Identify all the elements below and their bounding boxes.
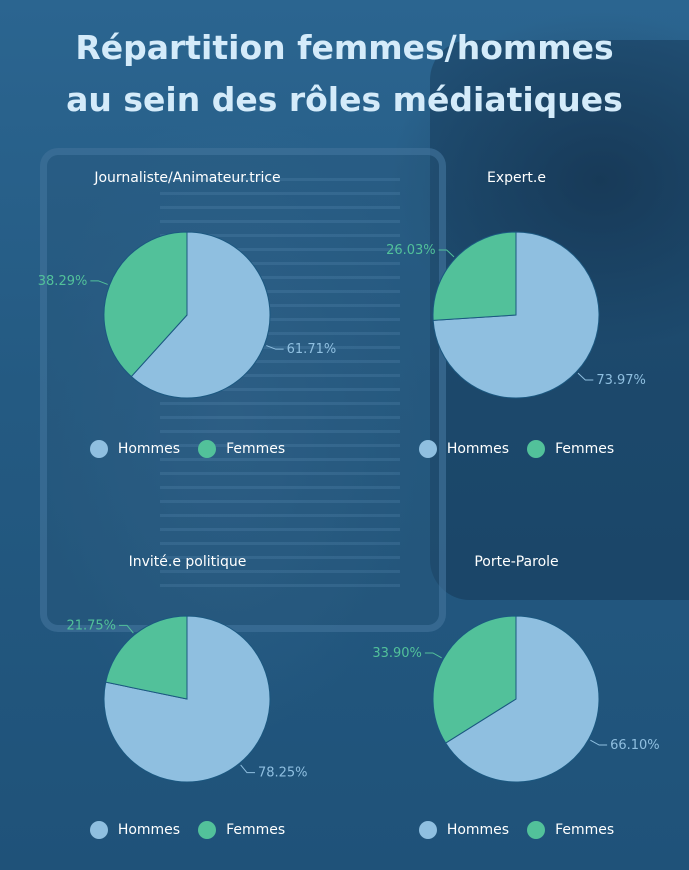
page-title-line-2: au sein des rôles médiatiques (66, 80, 623, 119)
data-label-leader (119, 624, 134, 634)
data-label-hommes: 78.25% (258, 766, 308, 781)
legend-item-femmes[interactable]: Femmes (198, 821, 285, 839)
pie-slice-hommes[interactable] (103, 615, 271, 783)
legend-swatch-femmes (527, 440, 546, 458)
legend-label: Femmes (226, 822, 286, 838)
chart-legend: Hommes Femmes (344, 440, 689, 458)
pie-chart-expert: Expert.e 73.97% 26.03% Hommes Femmes (344, 170, 689, 470)
pie-slice-femmes[interactable] (432, 231, 517, 321)
legend-swatch-femmes (198, 821, 217, 839)
chart-title: Porte-Parole (474, 554, 559, 570)
legend-item-hommes[interactable]: Hommes (418, 821, 510, 839)
data-label-leader (266, 345, 284, 350)
legend-label: Femmes (226, 441, 286, 457)
pie-chart-invite-politique: Invité.e politique 78.25% 21.75% Hommes F… (15, 554, 360, 854)
data-label-leader (90, 280, 108, 285)
data-label-leader (424, 652, 442, 659)
chart-title: Journaliste/Animateur.trice (94, 170, 281, 186)
legend-item-hommes[interactable]: Hommes (89, 821, 181, 839)
legend-swatch-femmes (527, 821, 546, 839)
legend-label: Hommes (446, 822, 510, 838)
chart-legend: Hommes Femmes (15, 821, 360, 839)
legend-swatch-femmes (198, 440, 217, 458)
pie-slice-hommes[interactable] (130, 231, 271, 399)
pie-chart-svg: 78.25% 21.75% (66, 615, 308, 783)
legend-item-femmes[interactable]: Femmes (527, 821, 614, 839)
chart-legend: Hommes Femmes (15, 440, 360, 458)
data-label-femmes: 21.75% (66, 618, 116, 633)
legend-label: Hommes (446, 441, 510, 457)
pie-chart-svg: 66.10% 33.90% (372, 615, 660, 783)
legend-item-femmes[interactable]: Femmes (527, 440, 614, 458)
data-label-hommes: 66.10% (610, 738, 660, 753)
chart-title: Invité.e politique (128, 554, 247, 570)
pie-chart-svg: 61.71% 38.29% (38, 231, 337, 399)
pie-slice-femmes[interactable] (432, 615, 517, 744)
legend-swatch-hommes (418, 440, 437, 458)
data-label-hommes: 61.71% (287, 342, 337, 357)
data-label-femmes: 33.90% (372, 646, 422, 661)
data-label-leader (240, 764, 255, 774)
data-label-hommes: 73.97% (596, 373, 646, 388)
data-label-femmes: 26.03% (386, 243, 436, 258)
legend-label: Femmes (555, 441, 615, 457)
pie-chart-porte-parole: Porte-Parole 66.10% 33.90% Hommes Femmes (344, 554, 689, 854)
legend-label: Hommes (117, 441, 181, 457)
legend-swatch-hommes (89, 821, 108, 839)
data-label-femmes: 38.29% (38, 274, 88, 289)
page-title-line-1: Répartition femmes/hommes (75, 28, 614, 67)
data-label-leader (577, 372, 594, 381)
legend-swatch-hommes (418, 821, 437, 839)
chart-legend: Hommes Femmes (344, 821, 689, 839)
legend-item-femmes[interactable]: Femmes (198, 440, 285, 458)
chart-title: Expert.e (487, 170, 546, 186)
legend-label: Femmes (555, 822, 615, 838)
background-radio (40, 148, 446, 632)
data-label-leader (438, 249, 455, 258)
pie-chart-journaliste: Journaliste/Animateur.trice 61.71% 38.29%… (15, 170, 360, 470)
legend-swatch-hommes (89, 440, 108, 458)
data-label-leader (590, 739, 608, 746)
pie-slice-hommes[interactable] (444, 615, 600, 783)
legend-item-hommes[interactable]: Hommes (89, 440, 181, 458)
legend-item-hommes[interactable]: Hommes (418, 440, 510, 458)
pie-slice-femmes[interactable] (103, 231, 188, 378)
legend-label: Hommes (117, 822, 181, 838)
pie-slice-femmes[interactable] (105, 615, 188, 700)
pie-chart-svg: 73.97% 26.03% (386, 231, 646, 399)
